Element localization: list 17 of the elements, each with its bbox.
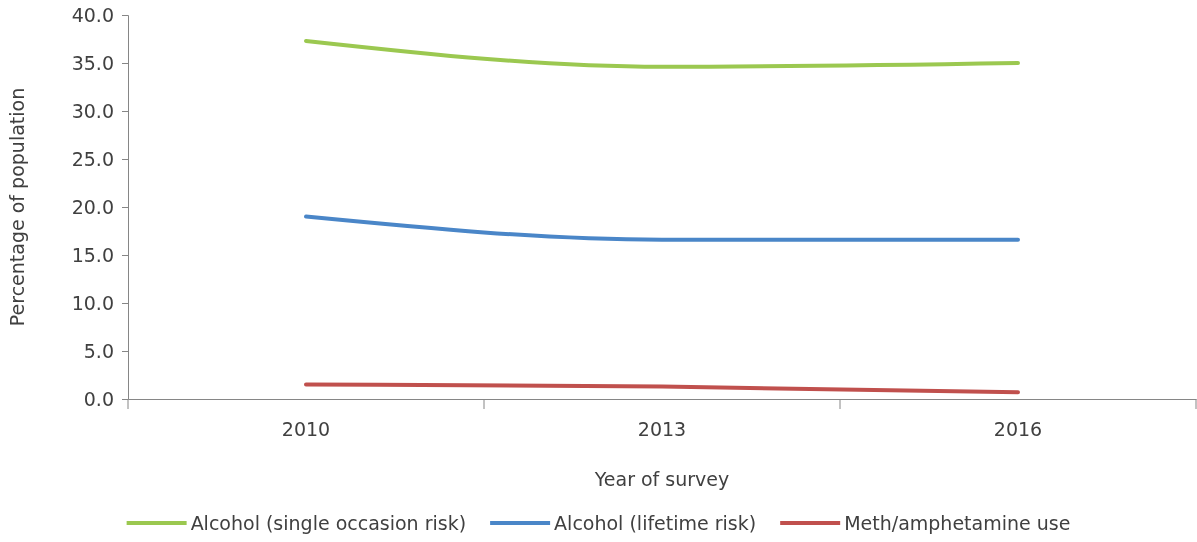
y-tick-label: 35.0: [71, 51, 114, 74]
y-tick-label: 30.0: [71, 99, 114, 122]
y-tick-label: 20.0: [71, 195, 114, 218]
x-tick-label: 2010: [281, 418, 331, 441]
y-tick-label: 25.0: [71, 147, 114, 170]
legend-label: Alcohol (lifetime risk): [554, 512, 757, 534]
y-tick-label: 0.0: [83, 387, 114, 410]
legend-label: Meth/amphetamine use: [844, 512, 1071, 534]
y-axis-title: Percentage of population: [6, 87, 28, 327]
legend-label: Alcohol (single occasion risk): [190, 512, 467, 534]
y-tick-label: 5.0: [83, 339, 114, 362]
y-tick-label: 10.0: [71, 291, 114, 314]
y-tick-label: 40.0: [71, 3, 114, 26]
y-tick-label: 15.0: [71, 243, 114, 266]
x-axis-title: Year of survey: [593, 468, 730, 490]
x-tick-label: 2013: [637, 418, 687, 441]
x-tick-label: 2016: [993, 418, 1043, 441]
